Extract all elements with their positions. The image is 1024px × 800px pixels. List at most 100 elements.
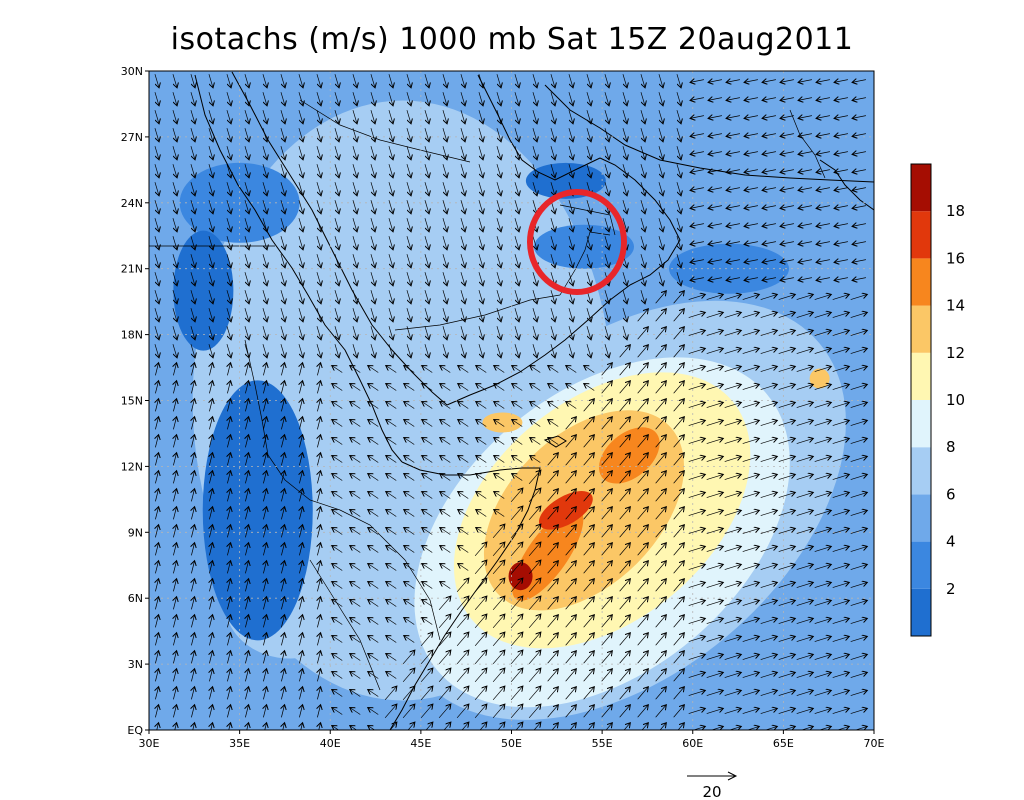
wind-arrow [438,686,451,701]
wind-arrow [514,128,519,142]
colorbar-swatch [911,211,931,259]
wind-arrow [263,579,266,592]
wind-arrow [478,128,483,142]
wind-arrow [316,92,321,106]
wind-arrow [209,435,212,448]
border-iraq-saudi [299,99,471,163]
wind-arrow [514,272,519,286]
wind-arrow [191,723,194,730]
wind-arrow [510,542,523,557]
wind-arrow [456,686,469,701]
wind-arrow [458,438,469,445]
wind-arrow [568,128,573,142]
wind-arrow [317,435,320,448]
wind-arrow [424,218,429,232]
wind-arrow [191,615,194,628]
wind-arrow [155,489,158,502]
wind-arrow [172,200,177,214]
wind-arrow [370,308,375,322]
wind-arrow [154,272,159,286]
wind-arrow [208,218,213,232]
wind-arrow [191,417,194,430]
wind-arrow [404,600,415,607]
wind-arrow [494,456,505,463]
wind-arrow [244,128,249,142]
wind-arrow [281,561,284,574]
wind-arrow [245,651,248,664]
wind-arrow [244,308,249,322]
wind-arrow [492,686,505,701]
wind-arrow [316,236,321,250]
wind-arrow [332,402,343,409]
wind-arrow [510,560,523,575]
wind-arrow [244,200,249,214]
wind-arrow [476,528,487,535]
wind-arrow [512,456,523,463]
wind-arrow [299,399,302,412]
wind-arrow [424,326,429,340]
wind-arrow [461,722,469,730]
wind-arrow [422,384,433,391]
wind-arrow [388,146,393,160]
wind-arrow [299,453,302,466]
wind-arrow [227,633,230,646]
wind-arrow [406,146,411,160]
wind-arrow [370,236,375,250]
wind-arrow [262,128,267,142]
wind-arrow [317,705,320,718]
wind-arrow [547,543,559,556]
wind-arrow [173,507,176,520]
wind-arrow [281,381,284,394]
wind-arrow [191,507,194,520]
wind-arrow [547,633,559,646]
wind-arrow [190,200,195,214]
wind-arrow [350,528,361,535]
wind-arrow [263,561,266,574]
wind-arrow [386,474,397,481]
wind-arrow [332,726,340,730]
wind-arrow [547,687,559,700]
coastline-india-west [819,159,874,211]
wind-arrow [244,92,249,106]
wind-arrow [528,578,541,593]
wind-arrow [388,236,393,250]
wind-arrow [438,614,451,629]
wind-arrow [280,146,285,160]
wind-arrow [420,668,433,683]
wind-arrow [456,704,469,719]
wind-arrow [263,543,266,556]
wind-arrow [316,308,321,322]
wind-arrow [280,272,285,286]
wind-arrow [404,492,415,499]
wind-arrow [191,705,194,718]
wind-arrow [460,326,465,340]
wind-arrow [209,399,212,412]
wind-arrow [190,308,195,322]
wind-arrow [334,290,339,304]
wind-arrow [458,402,469,409]
wind-arrow [332,546,343,553]
wind-arrow [533,722,541,730]
border-uae [559,204,616,236]
wind-arrow [209,525,212,538]
wind-arrow [478,290,483,304]
wind-arrow [386,564,397,571]
wind-arrow [245,435,248,448]
wind-arrow [406,110,411,124]
wind-arrow [352,146,357,160]
wind-arrow [172,128,177,142]
wind-arrow [478,254,483,268]
wind-arrow [316,254,321,268]
wind-arrow [406,128,411,142]
wind-arrow [281,705,284,718]
isotach-region [173,230,234,351]
wind-arrow [245,633,248,646]
wind-arrow [460,74,465,88]
wind-arrow [424,128,429,142]
wind-arrow [494,492,505,499]
wind-arrow [263,453,266,466]
wind-arrow [299,687,302,700]
wind-arrow [510,596,523,611]
wind-arrow [442,110,447,124]
wind-arrow [547,471,559,484]
